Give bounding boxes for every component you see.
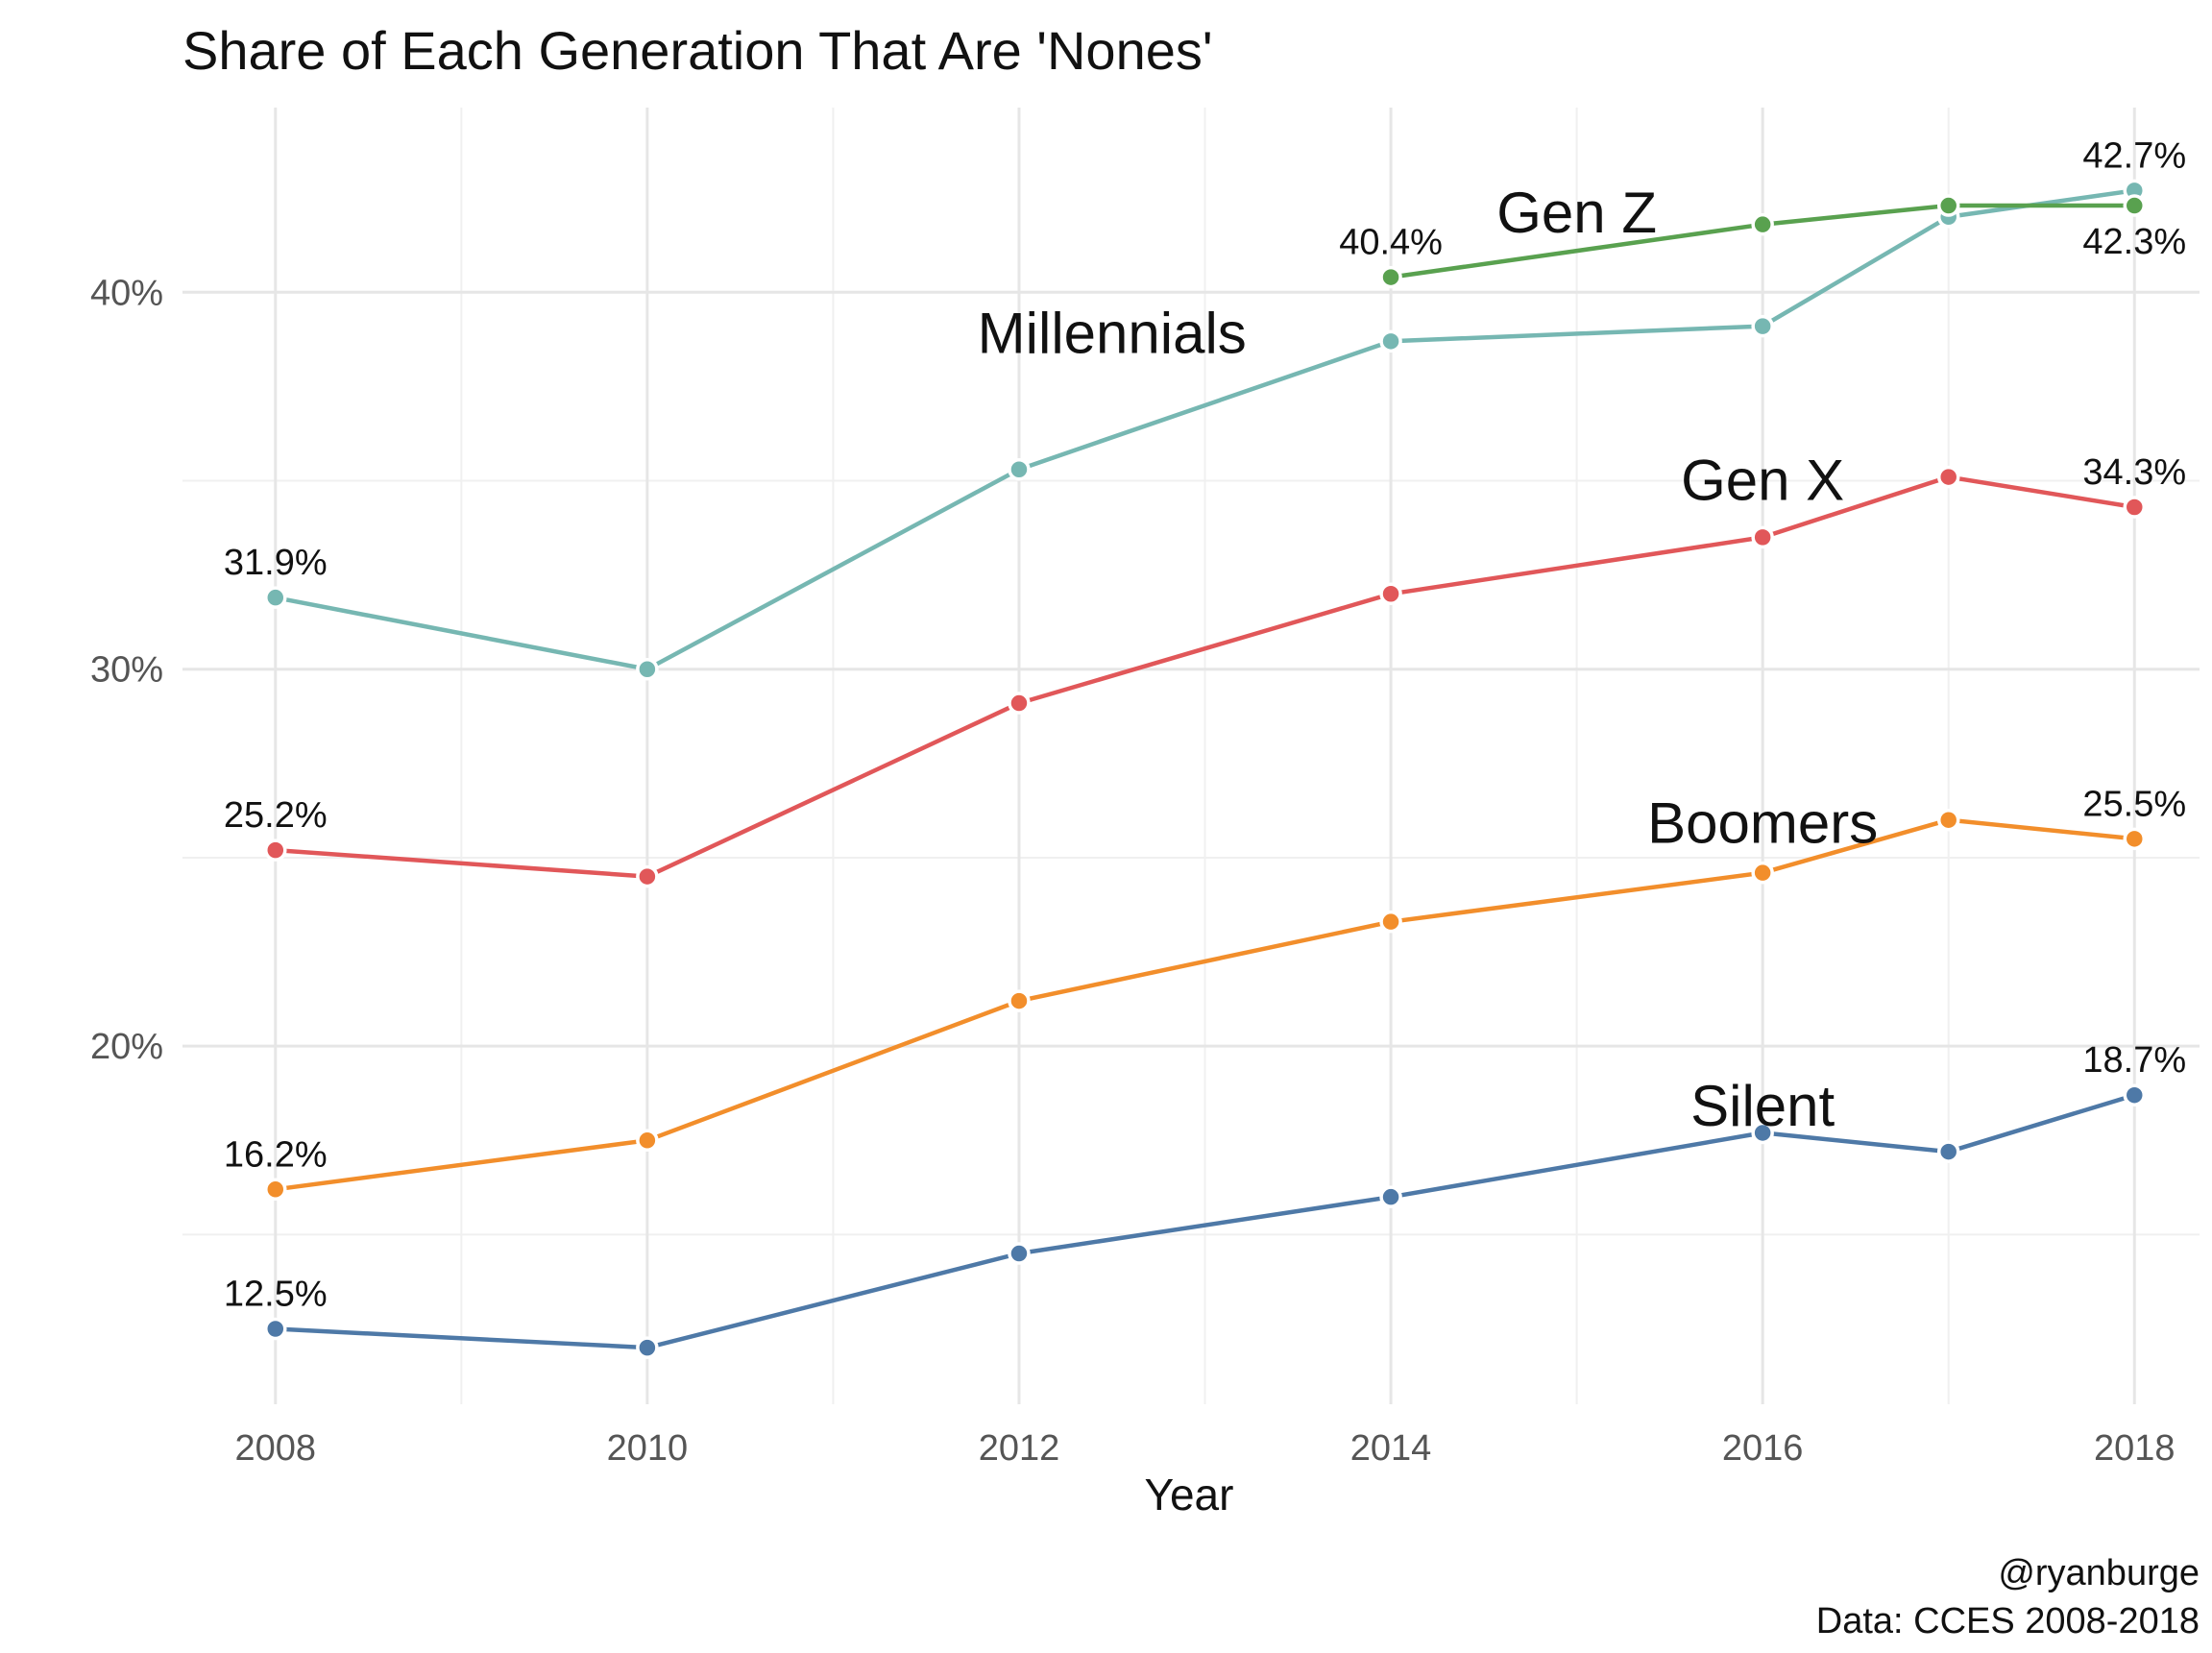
data-point-silent [1379, 1185, 1402, 1208]
x-tick-label: 2018 [2094, 1428, 2176, 1469]
data-point-boomers [1008, 989, 1031, 1012]
y-tick-label: 40% [90, 273, 163, 313]
value-label: 12.5% [224, 1275, 328, 1315]
value-label: 42.7% [2082, 135, 2186, 176]
data-point-gen-z [1936, 194, 1960, 217]
series-label-gen-z: Gen Z [1496, 181, 1657, 245]
series-label-gen-x: Gen X [1681, 449, 1844, 513]
series-label-silent: Silent [1690, 1074, 1835, 1138]
value-label: 31.9% [224, 543, 328, 583]
value-labels: 31.9% 25.2% 16.2% 12.5% 40.4% 42.7% 42.3% 34.3%… [224, 135, 2186, 1314]
data-point-gen-x [1008, 692, 1031, 715]
data-point-gen-x [1936, 465, 1960, 489]
data-point-gen-z [1379, 265, 1402, 289]
series-points [264, 179, 2147, 1359]
data-point-millennials [1379, 329, 1402, 353]
series-label-millennials: Millennials [978, 301, 1247, 365]
value-label: 34.3% [2082, 452, 2186, 493]
value-label: 40.4% [1339, 223, 1443, 263]
value-label: 42.3% [2082, 222, 2186, 262]
y-tick-label: 30% [90, 650, 163, 691]
data-point-gen-x [264, 839, 287, 862]
x-tick-label: 2008 [235, 1428, 317, 1469]
x-tick-label: 2014 [1350, 1428, 1432, 1469]
data-point-boomers [636, 1129, 659, 1153]
data-point-boomers [264, 1178, 287, 1202]
data-point-silent [2123, 1083, 2147, 1106]
chart-title: Share of Each Generation That Are 'Nones… [182, 20, 1213, 81]
data-point-boomers [1936, 808, 1960, 832]
value-label: 25.2% [224, 795, 328, 836]
value-label: 25.5% [2082, 784, 2186, 824]
data-point-silent [1936, 1140, 1960, 1163]
data-point-gen-x [1751, 525, 1774, 549]
series-line-gen-z [1390, 203, 2135, 280]
data-point-gen-z [1751, 212, 1774, 236]
x-tick-label: 2010 [607, 1428, 689, 1469]
x-axis-tick-labels: 2008 2010 2012 2014 2016 2018 [235, 1428, 2176, 1469]
x-axis-title: Year [1145, 1470, 1234, 1519]
data-point-gen-x [1379, 582, 1402, 605]
value-label: 18.7% [2082, 1040, 2186, 1081]
data-point-boomers [1751, 861, 1774, 885]
data-point-silent [1008, 1242, 1031, 1265]
data-point-millennials [636, 657, 659, 681]
value-label: 16.2% [224, 1134, 328, 1175]
y-axis-tick-labels: 20% 30% 40% [90, 273, 163, 1067]
data-point-boomers [2123, 827, 2147, 851]
caption-source: Data: CCES 2008-2018 [1816, 1601, 2200, 1641]
y-tick-label: 20% [90, 1027, 163, 1067]
series-label-boomers: Boomers [1647, 791, 1878, 856]
gridlines [182, 108, 2200, 1404]
data-point-gen-z [2123, 194, 2147, 217]
x-tick-label: 2016 [1722, 1428, 1804, 1469]
data-point-silent [636, 1336, 659, 1359]
x-tick-label: 2012 [979, 1428, 1060, 1469]
data-point-millennials [1008, 457, 1031, 481]
data-point-silent [1751, 1121, 1774, 1145]
caption-credit: @ryanburge [1998, 1553, 2200, 1593]
data-point-boomers [1379, 910, 1402, 934]
data-point-gen-x [636, 864, 659, 888]
data-point-gen-x [2123, 496, 2147, 519]
data-point-millennials [264, 586, 287, 609]
data-point-millennials [1751, 314, 1774, 338]
data-point-silent [264, 1317, 287, 1341]
series-labels: Gen Z Millennials Gen X Boomers Silent [978, 181, 1879, 1138]
